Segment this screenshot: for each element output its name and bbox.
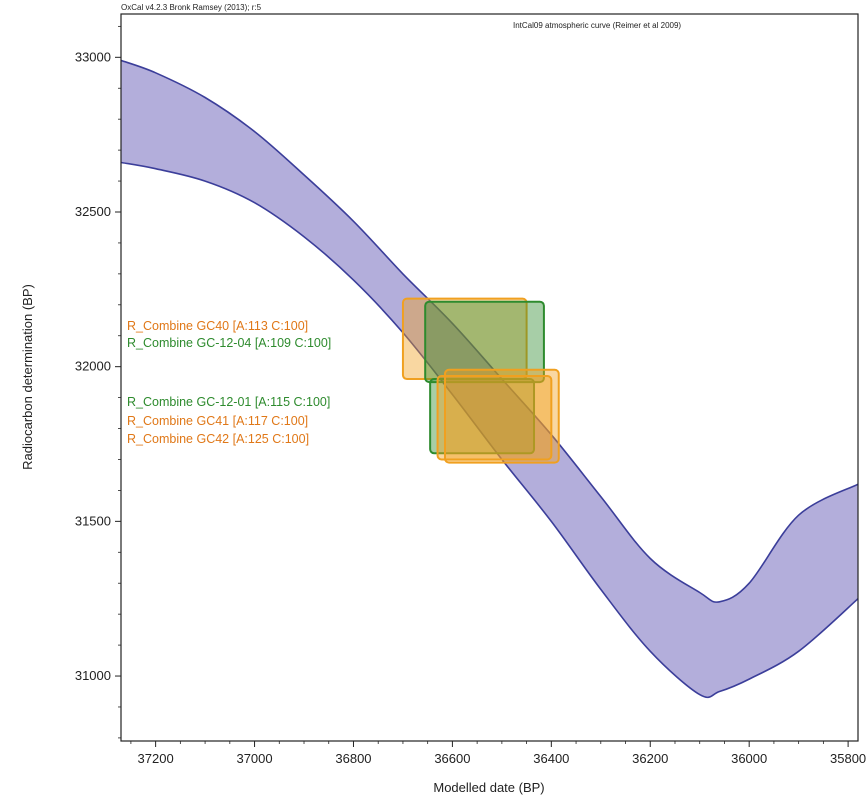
- x-axis-title: Modelled date (BP): [433, 780, 544, 795]
- software-credit: OxCal v4.2.3 Bronk Ramsey (2013); r:5: [121, 3, 262, 12]
- plot-frame: [120, 13, 859, 742]
- y-tick-label: 33000: [75, 49, 111, 64]
- sample-label-5: R_Combine GC42 [A:125 C:100]: [127, 432, 309, 446]
- sample-range-box-4: [436, 374, 553, 461]
- y-axis-title: Radiocarbon determination (BP): [20, 284, 35, 470]
- y-tick-label: 32000: [75, 359, 111, 374]
- x-tick-label: 37000: [236, 751, 272, 766]
- sample-label-2: R_Combine GC-12-04 [A:109 C:100]: [127, 336, 331, 350]
- x-tick-label: 36400: [533, 751, 569, 766]
- sample-label-3: R_Combine GC-12-01 [A:115 C:100]: [127, 395, 330, 409]
- x-tick-label: 36200: [632, 751, 668, 766]
- curve-name: IntCal09 atmospheric curve (Reimer et al…: [513, 21, 681, 30]
- sample-range-box-5: [443, 368, 560, 464]
- x-tick-label: 36600: [434, 751, 470, 766]
- x-tick-label: 36800: [335, 751, 371, 766]
- sample-range-box-2: [424, 300, 545, 384]
- y-tick-label: 31000: [75, 668, 111, 683]
- x-tick-label: 35800: [830, 751, 866, 766]
- y-tick-label: 31500: [75, 513, 111, 528]
- axes: 37200 37000 36800 36600 36400 36200 36000 35800…: [75, 25, 866, 766]
- x-tick-label: 36000: [731, 751, 767, 766]
- y-tick-label: 32500: [75, 204, 111, 219]
- sample-labels: R_Combine GC40 [A:113 C:100] R_Combine GC…: [127, 319, 331, 446]
- x-tick-label: 37200: [138, 751, 174, 766]
- sample-label-4: R_Combine GC41 [A:117 C:100]: [127, 414, 308, 428]
- plot-area: [121, 59, 858, 699]
- sample-range-box-3: [429, 378, 536, 455]
- sample-label-1: R_Combine GC40 [A:113 C:100]: [127, 319, 308, 333]
